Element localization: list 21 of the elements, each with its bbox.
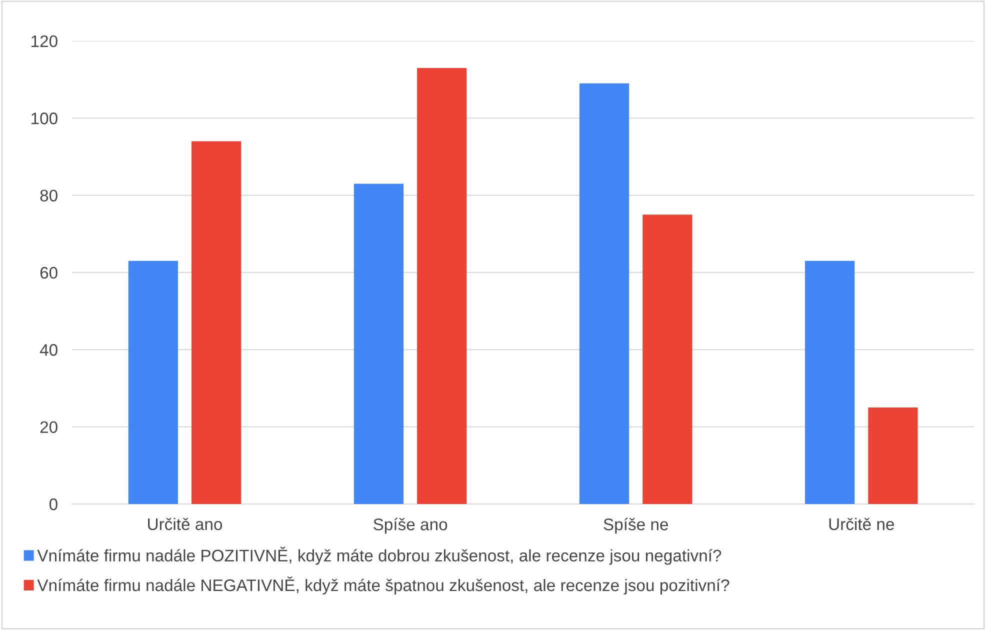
y-tick-label: 40 — [40, 344, 58, 356]
y-tick-label: 100 — [32, 112, 58, 124]
y-tick-label: 60 — [40, 266, 58, 279]
x-tick-label: Spíše ne — [604, 518, 668, 534]
bar — [192, 141, 242, 504]
legend-label: Vnímáte firmu nadále POZITIVNĚ, když máte dobrou zkušenost, ale recenze jsou negativní? — [37, 546, 722, 565]
y-tick-label: 80 — [40, 190, 58, 202]
bar — [579, 83, 630, 504]
x-tick-label: Určitě ne — [829, 518, 894, 530]
y-tick-label: 0 — [49, 498, 58, 510]
y-tick-label: 20 — [40, 421, 58, 434]
bar — [128, 260, 178, 504]
bar — [805, 260, 855, 504]
x-tick-label: Spíše ano — [374, 518, 448, 534]
bar — [354, 184, 404, 504]
bar — [868, 408, 918, 504]
bar — [642, 214, 692, 504]
legend-label: Vnímáte firmu nadále NEGATIVNĚ, když máte špatnou zkušenost, ale recenze jsou pozitivní? — [37, 576, 730, 594]
bar — [417, 68, 467, 504]
y-tick-label: 120 — [32, 35, 58, 48]
x-tick-label: Určitě ano — [148, 518, 222, 530]
